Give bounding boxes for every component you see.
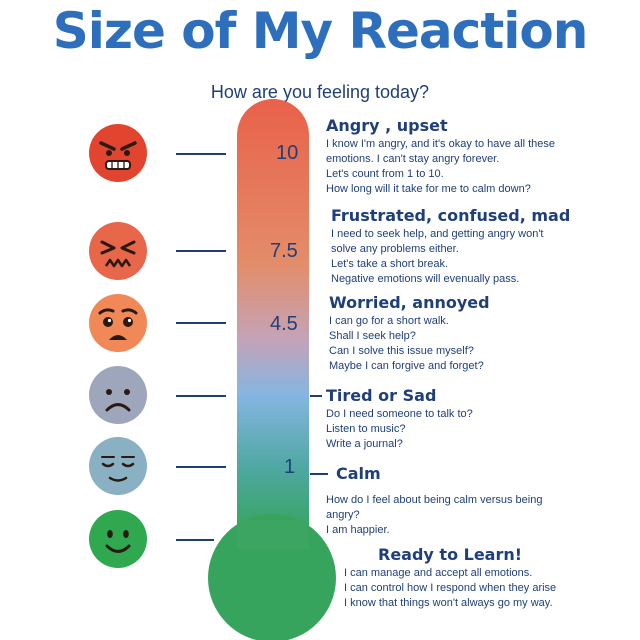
level-heading-text: Calm [336, 464, 381, 483]
level-line: I need to seek help, and getting angry w… [331, 228, 544, 240]
level-marker [176, 322, 226, 324]
level-line: I can manage and accept all emotions. [344, 567, 533, 579]
worried-face-icon [89, 294, 147, 352]
level-heading: Tired or Sad [310, 386, 473, 405]
level-line: Maybe I can forgive and forget? [329, 360, 484, 372]
level-block-calm: Calm How do I feel about being calm vers… [310, 464, 542, 538]
level-marker [176, 466, 226, 468]
level-marker [176, 250, 226, 252]
level-block-ready: Ready to Learn! I can manage and accept … [344, 545, 556, 611]
level-line: Can I solve this issue myself? [329, 345, 474, 357]
level-heading: Ready to Learn! [378, 545, 523, 564]
level-heading: Worried, annoyed [329, 293, 490, 312]
angry-face-icon [89, 124, 147, 182]
sad-face-icon [89, 366, 147, 424]
level-number: 10 [276, 142, 299, 164]
level-line: Let's count from 1 to 10. [326, 168, 444, 180]
level-number: 7.5 [270, 240, 298, 262]
level-block-sad: Tired or Sad Do I need someone to talk t… [310, 386, 473, 452]
level-line: Do I need someone to talk to? [326, 408, 473, 420]
level-line: angry? [326, 509, 360, 521]
level-line: emotions. I can't stay angry forever. [326, 153, 500, 165]
level-block-frustrated: Frustrated, confused, mad I need to seek… [331, 206, 570, 287]
level-block-angry: Angry , upset I know I'm angry, and it's… [326, 116, 555, 197]
level-marker [176, 153, 226, 155]
frustrated-face-icon [89, 222, 147, 280]
level-line: Shall I seek help? [329, 330, 416, 342]
level-number: 4.5 [270, 313, 298, 335]
calm-face-icon [89, 437, 147, 495]
page-subtitle: How are you feeling today? [210, 82, 430, 102]
level-line: I can go for a short walk. [329, 315, 449, 327]
level-heading: Frustrated, confused, mad [331, 206, 571, 225]
heading-dash [310, 394, 322, 397]
level-line: Let's take a short break. [331, 258, 449, 270]
level-line: I know that things won't always go my wa… [344, 597, 553, 609]
level-line: Negative emotions will evenually pass. [331, 273, 520, 285]
level-line: How long will it take for me to calm dow… [326, 183, 531, 195]
level-line: solve any problems either. [331, 243, 459, 255]
level-heading: Angry , upset [326, 116, 448, 135]
level-line: How do I feel about being calm versus be… [326, 494, 543, 506]
level-line: Write a journal? [326, 438, 403, 450]
level-block-worried: Worried, annoyed I can go for a short wa… [329, 293, 490, 374]
page-title: Size of My Reaction [52, 2, 589, 60]
level-line: I know I'm angry, and it's okay to have … [326, 138, 556, 150]
level-marker [176, 395, 226, 397]
level-marker [176, 539, 214, 541]
level-line: I am happier. [326, 524, 390, 536]
level-line: I can control how I respond when they ar… [344, 582, 557, 594]
thermometer-tube [237, 99, 309, 536]
smiling-face-icon [89, 510, 147, 568]
level-number: 1 [284, 456, 296, 478]
level-heading: Calm [310, 464, 542, 483]
level-heading-text: Tired or Sad [326, 386, 437, 405]
level-line: Listen to music? [326, 423, 406, 435]
heading-dash [310, 472, 328, 475]
